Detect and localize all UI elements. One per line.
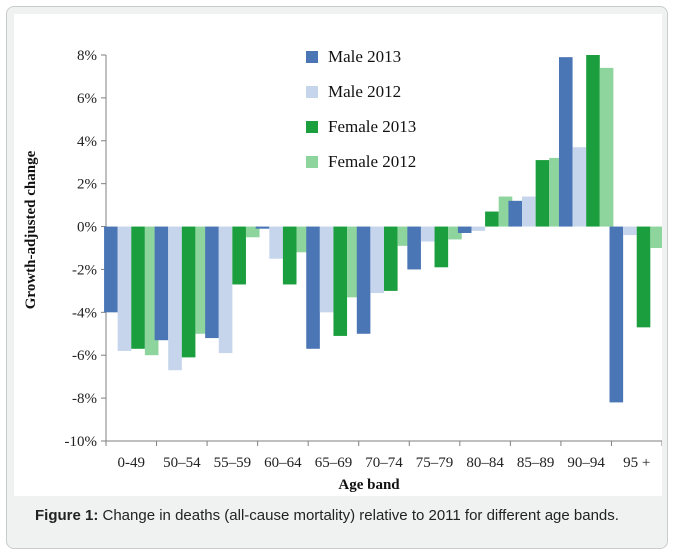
bar-male-2013 <box>205 226 219 339</box>
bar-male-2013 <box>154 226 169 341</box>
y-tick-label: -8% <box>72 391 97 407</box>
bar-female-2013 <box>333 226 348 336</box>
y-tick-label: 0% <box>77 220 97 236</box>
bar-female-2013 <box>232 226 246 285</box>
bar-female-2013 <box>384 226 398 291</box>
x-axis-title: Age band <box>338 477 400 493</box>
legend-swatch <box>306 121 318 133</box>
x-tick-label: 60–64 <box>264 455 302 471</box>
x-tick-label: 55–59 <box>214 455 252 471</box>
bar-female-2012 <box>599 67 614 227</box>
y-tick-label: 6% <box>77 91 97 107</box>
bar-female-2012 <box>245 226 260 238</box>
x-tick-label: 80–84 <box>466 455 504 471</box>
y-tick-label: 2% <box>77 177 97 193</box>
x-tick-label: 95 + <box>623 455 650 471</box>
bar-female-2013 <box>434 226 449 268</box>
y-axis-title: Growth-adjusted change <box>23 150 39 309</box>
bar-male-2013 <box>407 226 421 270</box>
y-tick-label: -10% <box>65 434 98 450</box>
y-tick-label: 8% <box>77 48 97 64</box>
bar-male-2013 <box>104 226 118 313</box>
bar-female-2013 <box>485 211 499 227</box>
bar-male-2012 <box>218 226 233 354</box>
caption-text: Change in deaths (all-cause mortality) r… <box>98 507 619 524</box>
x-tick-label: 0-49 <box>118 455 146 471</box>
bar-male-2013 <box>306 226 320 349</box>
bar-female-2013 <box>535 160 550 227</box>
bar-male-2013 <box>558 57 573 227</box>
bar-male-2012 <box>370 226 384 294</box>
legend-swatch <box>306 86 318 98</box>
bar-female-2013 <box>586 55 600 227</box>
bar-male-2012 <box>471 226 486 231</box>
x-tick-label: 65–69 <box>315 455 353 471</box>
bar-female-2012 <box>650 226 662 248</box>
bar-male-2013 <box>356 226 371 334</box>
bar-male-2012 <box>319 226 334 313</box>
chart-area: 8% 6% 4% 2% 0% -2% -4% -6% -8% -10% 0-49 50–54 55–59… <box>14 14 662 496</box>
y-tick-label: 4% <box>77 134 97 150</box>
bar-male-2012 <box>117 226 132 351</box>
caption-label: Figure 1: <box>35 507 99 524</box>
x-tick-label: 50–54 <box>163 455 201 471</box>
y-tick-label: -6% <box>72 348 97 364</box>
y-tick-label: -4% <box>72 305 97 321</box>
bar-female-2013 <box>181 226 196 358</box>
bar-male-2013 <box>457 226 472 233</box>
legend-swatch <box>306 156 318 168</box>
y-tick-label: -2% <box>72 262 97 278</box>
legend-label: Female 2013 <box>328 117 416 136</box>
bar-female-2013 <box>131 226 145 349</box>
legend-label: Male 2012 <box>328 82 401 101</box>
bar-male-2012 <box>168 226 182 371</box>
bar-male-2012 <box>623 226 637 236</box>
x-tick-label: 90–94 <box>567 455 605 471</box>
bar-male-2012 <box>572 147 587 227</box>
bar-male-2013 <box>255 226 270 229</box>
bar-female-2013 <box>282 226 297 285</box>
legend-label: Female 2012 <box>328 152 416 171</box>
bar-male-2012 <box>522 196 536 227</box>
legend-swatch <box>306 51 318 63</box>
figure-caption: Figure 1: Change in deaths (all-cause mo… <box>35 505 655 526</box>
legend-label: Male 2013 <box>328 47 401 66</box>
bar-male-2012 <box>269 226 283 259</box>
bar-male-2012 <box>420 226 435 242</box>
x-tick-label: 70–74 <box>365 455 403 471</box>
bar-male-2013 <box>508 200 523 227</box>
figure-panel: 8% 6% 4% 2% 0% -2% -4% -6% -8% -10% 0-49 50–54 55–59… <box>6 6 668 549</box>
bar-male-2013 <box>609 226 624 403</box>
bar-female-2013 <box>636 226 651 328</box>
x-tick-label: 75–79 <box>416 455 454 471</box>
bar-chart: 8% 6% 4% 2% 0% -2% -4% -6% -8% -10% 0-49 50–54 55–59… <box>23 47 662 493</box>
x-tick-label: 85–89 <box>517 455 555 471</box>
